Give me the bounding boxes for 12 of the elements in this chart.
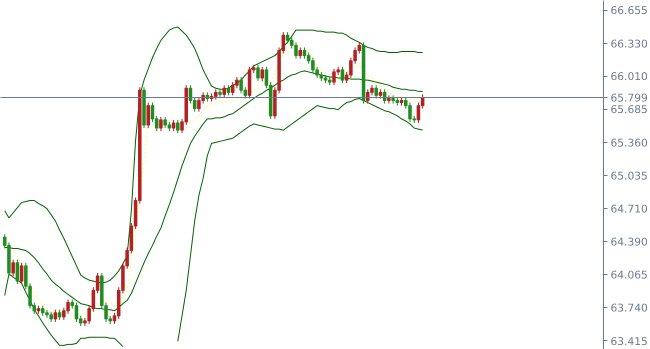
y-tick-label: 65.035 — [610, 170, 648, 183]
y-tick-label: 66.655 — [610, 4, 648, 18]
y-tick-label: 64.390 — [610, 235, 648, 248]
ref-line-label: 65.799 — [610, 92, 648, 105]
y-tick-label: 65.685 — [610, 103, 648, 116]
y-tick-label: 64.065 — [610, 268, 648, 282]
y-tick-label: 64.710 — [610, 202, 648, 216]
y-tick-label: 66.330 — [610, 37, 648, 50]
y-tick-label: 63.740 — [610, 302, 648, 315]
y-tick-label: 66.010 — [610, 70, 648, 84]
y-tick-label: 63.415 — [610, 334, 648, 348]
y-tick-label: 65.360 — [610, 136, 648, 150]
